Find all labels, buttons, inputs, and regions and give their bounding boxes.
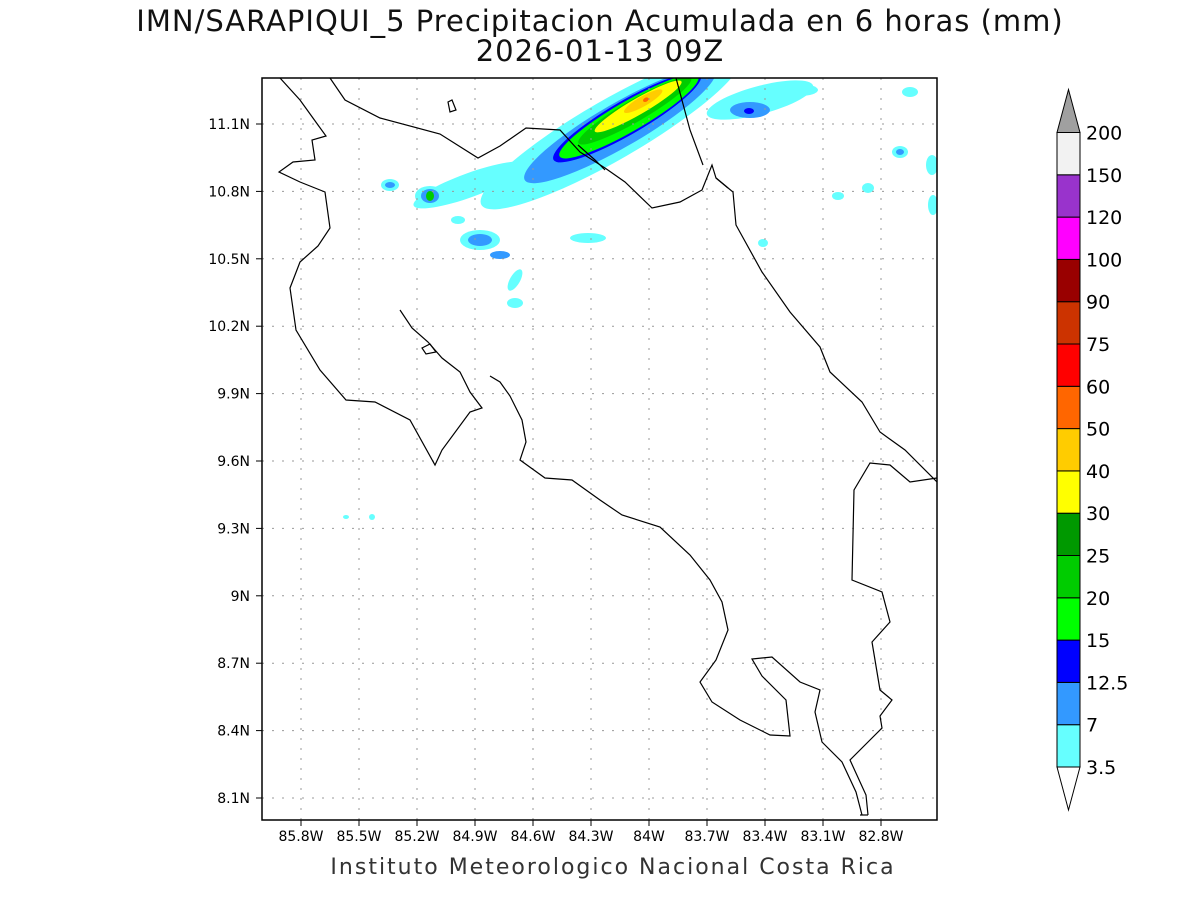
lon-tick-label: 83.4W bbox=[742, 829, 787, 845]
colorbar-label: 200 bbox=[1086, 123, 1122, 145]
colorbar-segment bbox=[1056, 681, 1081, 726]
chart-subtitle: 2026-01-13 09Z bbox=[475, 34, 725, 68]
colorbar-segment bbox=[1056, 385, 1081, 430]
colorbar-segment bbox=[1056, 724, 1081, 768]
lat-tick-label: 9.9N bbox=[217, 387, 250, 403]
colorbar-label: 30 bbox=[1086, 503, 1110, 525]
axis-labels: 11.1N 10.8N 10.5N 10.2N 9.9N 9.6N 9.3N 9N 8.7N 8.… bbox=[208, 117, 903, 845]
colorbar: 3.5 7 12.5 15 20 25 30 40 50 60 75 90 100 120 150 200 bbox=[1056, 87, 1128, 812]
colorbar-segment bbox=[1056, 470, 1081, 514]
lat-tick-label: 8.1N bbox=[217, 791, 250, 807]
lon-tick-label: 84.6W bbox=[510, 829, 555, 845]
lat-tick-label: 9.3N bbox=[217, 521, 250, 537]
colorbar-segment bbox=[1056, 555, 1081, 599]
colorbar-label: 60 bbox=[1086, 376, 1110, 398]
colorbar-label: 150 bbox=[1086, 165, 1122, 187]
lon-tick-label: 84.3W bbox=[568, 829, 613, 845]
colorbar-label: 75 bbox=[1086, 334, 1110, 356]
coastlines-borders bbox=[277, 78, 937, 816]
colorbar-segment bbox=[1056, 597, 1081, 641]
lon-tick-label: 85.8W bbox=[278, 829, 323, 845]
colorbar-segment bbox=[1056, 174, 1081, 218]
colorbar-segment bbox=[1056, 132, 1081, 176]
lat-tick-label: 10.2N bbox=[208, 319, 250, 335]
lat-tick-label: 11.1N bbox=[208, 117, 250, 133]
map-frame bbox=[261, 77, 938, 821]
lon-tick-label: 85.2W bbox=[394, 829, 439, 845]
chart-title: IMN/SARAPIQUI_5 Precipitacion Acumulada … bbox=[136, 4, 1064, 38]
lat-tick-label: 10.5N bbox=[208, 252, 250, 268]
precipitation-fields bbox=[343, 78, 937, 520]
credit-text: Instituto Meteorologico Nacional Costa R… bbox=[330, 855, 896, 880]
colorbar-label: 40 bbox=[1086, 461, 1110, 483]
colorbar-above-triangle bbox=[1056, 87, 1081, 133]
colorbar-segment bbox=[1056, 512, 1081, 557]
colorbar-label: 120 bbox=[1086, 207, 1122, 229]
colorbar-label: 50 bbox=[1086, 419, 1110, 441]
lon-tick-label: 82.8W bbox=[858, 829, 903, 845]
grid-lines bbox=[262, 78, 937, 820]
lat-tick-label: 9.6N bbox=[217, 454, 250, 470]
lat-tick-label: 8.4N bbox=[217, 724, 250, 740]
colorbar-segment bbox=[1056, 216, 1081, 260]
colorbar-label: 7 bbox=[1086, 715, 1098, 737]
colorbar-label: 3.5 bbox=[1086, 757, 1116, 779]
colorbar-segment bbox=[1056, 258, 1081, 303]
colorbar-label: 25 bbox=[1086, 546, 1110, 568]
colorbar-label: 12.5 bbox=[1086, 672, 1128, 694]
colorbar-segment bbox=[1056, 428, 1081, 472]
colorbar-label: 15 bbox=[1086, 630, 1110, 652]
lat-tick-label: 10.8N bbox=[208, 184, 250, 200]
colorbar-label: 20 bbox=[1086, 588, 1110, 610]
colorbar-segment bbox=[1056, 343, 1081, 387]
colorbar-label: 90 bbox=[1086, 292, 1110, 314]
lon-tick-label: 84W bbox=[633, 829, 665, 845]
lon-tick-label: 83.1W bbox=[800, 829, 845, 845]
lon-tick-label: 84.9W bbox=[452, 829, 497, 845]
colorbar-below-triangle bbox=[1056, 766, 1081, 812]
lat-tick-label: 8.7N bbox=[217, 656, 250, 672]
lon-tick-label: 85.5W bbox=[336, 829, 381, 845]
colorbar-segment bbox=[1056, 301, 1081, 345]
lat-tick-label: 9N bbox=[231, 589, 250, 605]
colorbar-label: 100 bbox=[1086, 249, 1122, 271]
lon-tick-label: 83.7W bbox=[684, 829, 729, 845]
colorbar-segment bbox=[1056, 639, 1081, 683]
